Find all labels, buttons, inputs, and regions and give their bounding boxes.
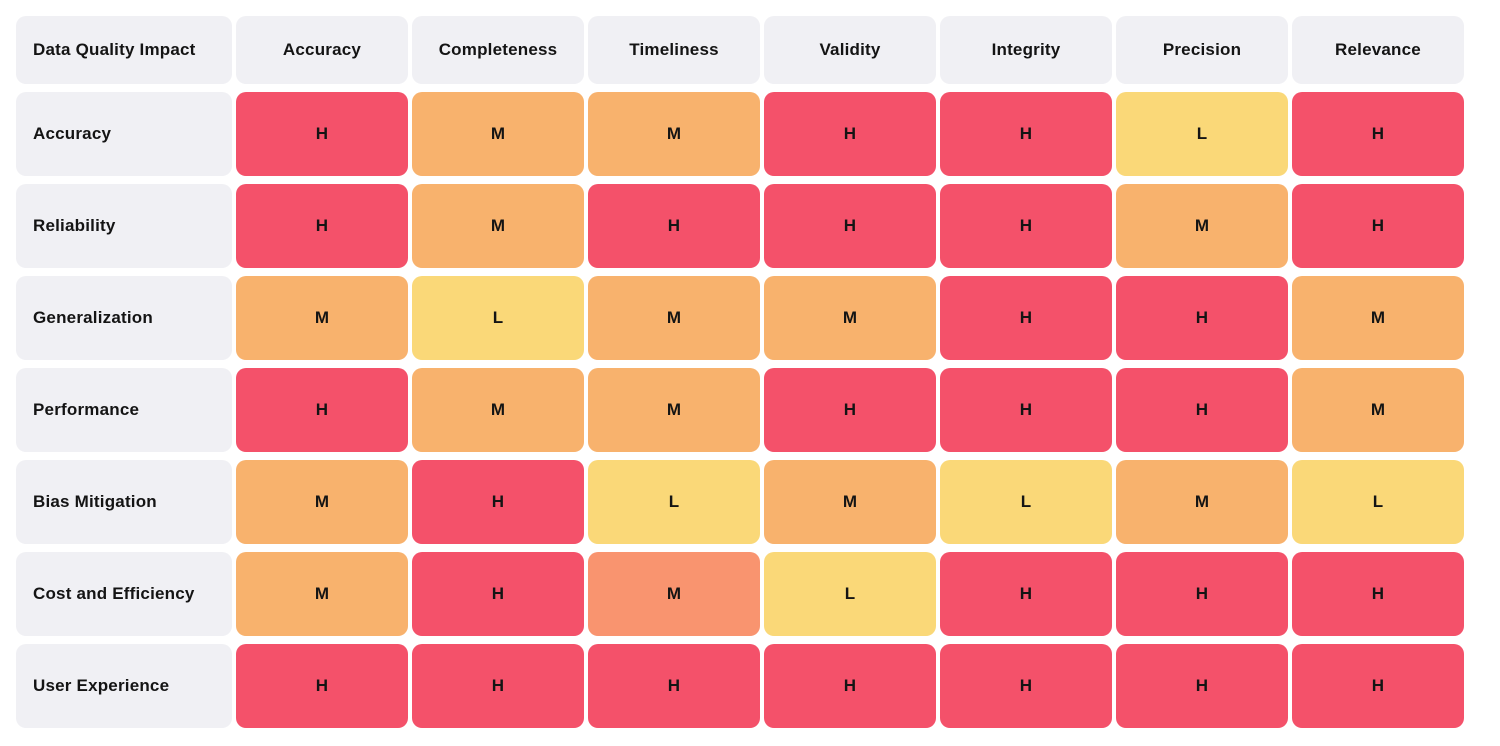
matrix-cell: H xyxy=(1116,552,1288,636)
row-label-cost-and-efficiency: Cost and Efficiency xyxy=(16,552,232,636)
matrix-cell: H xyxy=(764,368,936,452)
matrix-cell: M xyxy=(588,552,760,636)
matrix-cell: H xyxy=(1116,368,1288,452)
matrix-cell: H xyxy=(1116,644,1288,728)
matrix-cell: H xyxy=(1292,644,1464,728)
matrix-title: Data Quality Impact xyxy=(16,16,232,84)
matrix-cell: M xyxy=(764,276,936,360)
matrix-cell: H xyxy=(412,552,584,636)
matrix-cell: M xyxy=(412,184,584,268)
matrix-cell: H xyxy=(940,368,1112,452)
matrix-cell: M xyxy=(1116,460,1288,544)
matrix-cell: M xyxy=(1292,276,1464,360)
matrix-cell: H xyxy=(1292,552,1464,636)
row-label-user-experience: User Experience xyxy=(16,644,232,728)
row-label-accuracy: Accuracy xyxy=(16,92,232,176)
matrix-cell: M xyxy=(412,368,584,452)
col-header-completeness: Completeness xyxy=(412,16,584,84)
matrix-cell: M xyxy=(588,276,760,360)
matrix-cell: H xyxy=(1292,184,1464,268)
matrix-cell: M xyxy=(412,92,584,176)
matrix-cell: H xyxy=(412,644,584,728)
matrix-cell: M xyxy=(588,92,760,176)
data-quality-impact-matrix: Data Quality Impact Accuracy Completeness T… xyxy=(16,16,1464,728)
matrix-cell: M xyxy=(236,460,408,544)
col-header-accuracy: Accuracy xyxy=(236,16,408,84)
matrix-cell: H xyxy=(940,276,1112,360)
matrix-cell: H xyxy=(764,644,936,728)
matrix-cell: H xyxy=(1116,276,1288,360)
matrix-cell: L xyxy=(412,276,584,360)
matrix-cell: H xyxy=(236,92,408,176)
col-header-validity: Validity xyxy=(764,16,936,84)
matrix-cell: H xyxy=(236,368,408,452)
matrix-cell: H xyxy=(588,644,760,728)
col-header-relevance: Relevance xyxy=(1292,16,1464,84)
matrix-cell: H xyxy=(940,92,1112,176)
matrix-cell: H xyxy=(940,644,1112,728)
matrix-cell: H xyxy=(764,184,936,268)
matrix-cell: H xyxy=(236,644,408,728)
row-label-bias-mitigation: Bias Mitigation xyxy=(16,460,232,544)
col-header-integrity: Integrity xyxy=(940,16,1112,84)
matrix-cell: L xyxy=(588,460,760,544)
matrix-cell: M xyxy=(588,368,760,452)
matrix-cell: H xyxy=(588,184,760,268)
matrix-cell: H xyxy=(236,184,408,268)
col-header-timeliness: Timeliness xyxy=(588,16,760,84)
matrix-cell: M xyxy=(764,460,936,544)
matrix-cell: L xyxy=(764,552,936,636)
matrix-cell: M xyxy=(1292,368,1464,452)
matrix-cell: H xyxy=(412,460,584,544)
matrix-cell: H xyxy=(940,184,1112,268)
row-label-performance: Performance xyxy=(16,368,232,452)
matrix-cell: M xyxy=(1116,184,1288,268)
row-label-generalization: Generalization xyxy=(16,276,232,360)
row-label-reliability: Reliability xyxy=(16,184,232,268)
matrix-cell: H xyxy=(940,552,1112,636)
matrix-cell: L xyxy=(1292,460,1464,544)
matrix-cell: H xyxy=(1292,92,1464,176)
matrix-cell: L xyxy=(940,460,1112,544)
matrix-cell: M xyxy=(236,276,408,360)
matrix-cell: M xyxy=(236,552,408,636)
matrix-cell: L xyxy=(1116,92,1288,176)
matrix-cell: H xyxy=(764,92,936,176)
col-header-precision: Precision xyxy=(1116,16,1288,84)
